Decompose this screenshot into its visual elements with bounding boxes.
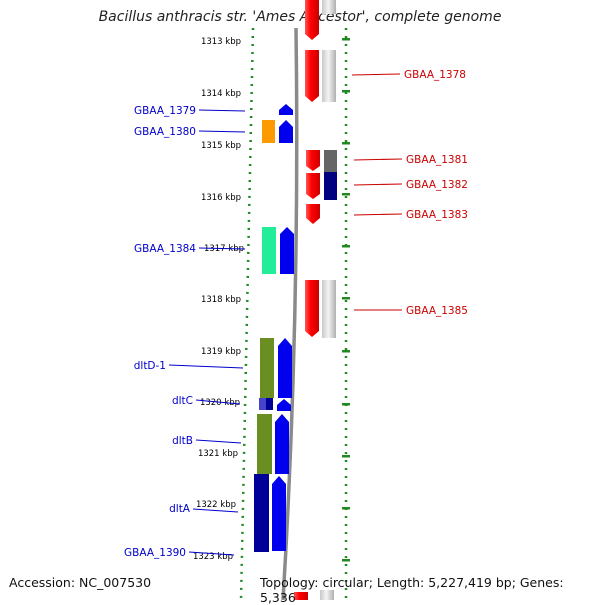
gene-label-left: dltD-1 xyxy=(134,360,166,372)
gene-arrow-gbaa-1379 xyxy=(279,104,293,115)
left-label-leaders xyxy=(168,109,246,556)
gene-label-right: GBAA_1383 xyxy=(406,209,468,221)
tick-label: 1319 kbp xyxy=(201,347,241,357)
gene-label-right: GBAA_1385 xyxy=(406,305,468,317)
feature-gbaa-1384 xyxy=(262,227,276,274)
gene-label-left: GBAA_1380 xyxy=(134,126,196,138)
tick-label: 1318 kbp xyxy=(201,295,241,305)
tick-label: 1316 kbp xyxy=(201,193,241,203)
left-labels: GBAA_1379 GBAA_1380 GBAA_1384 dltD-1 dltC dlt… xyxy=(124,105,196,559)
gene-arrow-gbaa-1385 xyxy=(305,280,319,337)
gene-arrow-dltb xyxy=(275,414,289,474)
gene-label-left: dltB xyxy=(172,435,193,447)
gene-arrow-gbaa-1378-top xyxy=(305,0,319,40)
tick-label: 1314 kbp xyxy=(201,89,241,99)
gene-arrow-dlta xyxy=(272,476,286,551)
gene-label-left: GBAA_1379 xyxy=(134,105,196,117)
gene-label-left: GBAA_1384 xyxy=(134,243,196,255)
tick-label: 1321 kbp xyxy=(198,449,238,459)
gene-label-left: GBAA_1390 xyxy=(124,547,186,559)
gene-label-left: dltA xyxy=(169,503,191,515)
feature-dltc-b xyxy=(266,398,273,410)
gene-arrow-gbaa-1382 xyxy=(306,173,320,199)
gene-arrow-gbaa-1378 xyxy=(305,50,319,102)
gene-label-right: GBAA_1382 xyxy=(406,179,468,191)
gene-label-left: dltC xyxy=(172,395,193,407)
gene-label-right: GBAA_1378 xyxy=(404,69,466,81)
feature-gbaa-1380 xyxy=(262,120,275,143)
tick-label: 1322 kbp xyxy=(196,500,236,510)
tick-label: 1320 kbp xyxy=(200,398,240,408)
right-ticks xyxy=(342,38,350,562)
feature-dlta xyxy=(254,474,269,552)
feature-dltb xyxy=(257,414,272,474)
forward-strand-track xyxy=(254,104,294,552)
gene-arrow-dltc xyxy=(277,399,291,411)
map-title: Bacillus anthracis str. 'Ames Ancestor',… xyxy=(98,9,502,25)
gene-arrow-gbaa-1383 xyxy=(306,204,320,224)
reverse-strand-track xyxy=(294,0,337,600)
gene-arrow-dltd xyxy=(278,338,292,398)
accession-text: Accession: NC_007530 xyxy=(9,575,152,590)
gene-arrow-gbaa-1384 xyxy=(280,227,294,274)
feature-dltc-a xyxy=(259,398,266,410)
gene-label-right: GBAA_1381 xyxy=(406,154,468,166)
tick-label: 1323 kbp xyxy=(193,552,233,562)
tick-label: 1313 kbp xyxy=(201,37,241,47)
genome-backbone xyxy=(281,27,299,600)
gene-arrow-gbaa-1381 xyxy=(306,150,320,171)
tick-label: 1315 kbp xyxy=(201,141,241,151)
right-labels: GBAA_1378 GBAA_1381 GBAA_1382 GBAA_1383 GBAA… xyxy=(404,69,468,317)
topology-text: Topology: circular; Length: 5,227,419 bp… xyxy=(260,575,564,605)
feature-dltd xyxy=(260,338,274,398)
left-dotted-scale xyxy=(239,27,255,600)
gene-arrow-gbaa-1380 xyxy=(279,120,293,143)
right-label-leaders xyxy=(351,73,403,311)
